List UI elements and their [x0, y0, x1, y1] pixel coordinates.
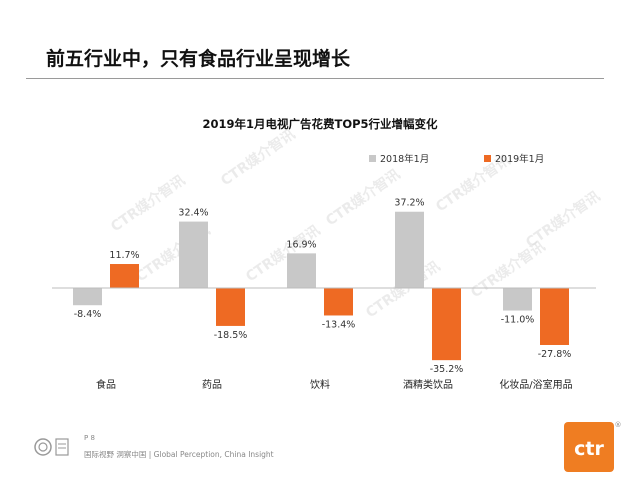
page-number: P 8	[84, 434, 95, 442]
data-label-2018-3: 37.2%	[394, 198, 424, 209]
data-label-2019-4: -27.8%	[538, 349, 572, 360]
bar-2018-3	[395, 211, 424, 288]
data-label-2018-2: 16.9%	[286, 239, 316, 250]
bar-2018-0	[73, 288, 102, 306]
category-label-1: 药品	[202, 379, 222, 391]
title-divider	[26, 78, 604, 79]
bar-2018-1	[179, 221, 208, 288]
chart-title: 2019年1月电视广告花费TOP5行业增幅变化	[202, 117, 438, 131]
bar-2018-4	[503, 288, 532, 311]
bar-2019-0	[110, 264, 139, 288]
legend-swatch-2018	[369, 155, 376, 162]
category-label-3: 酒精类饮品	[403, 378, 453, 391]
data-label-2018-1: 32.4%	[178, 208, 208, 219]
data-label-2018-4: -11.0%	[501, 315, 535, 326]
footer-tagline: 国际视野 洞察中国 | Global Perception, China Ins…	[84, 450, 274, 459]
ctr-logo-text: ctr	[574, 438, 604, 460]
data-label-2019-2: -13.4%	[322, 319, 356, 330]
category-label-2: 饮料	[310, 378, 330, 391]
watermark-text-8: CTR媒介智讯	[523, 188, 604, 252]
watermark-text-0: CTR媒介智讯	[108, 172, 189, 236]
watermark-text-1: CTR媒介智讯	[218, 126, 299, 190]
category-label-4: 化妆品/浴室用品	[499, 378, 572, 391]
bar-2019-2	[324, 288, 353, 316]
ctr-logo-background	[564, 422, 614, 472]
bar-2019-3	[432, 288, 461, 361]
ctr-logo: ctr ®	[564, 421, 622, 472]
data-label-2019-1: -18.5%	[214, 330, 248, 341]
legend-label-2019: 2019年1月	[495, 153, 544, 165]
bar-group	[73, 211, 569, 361]
slide-title: 前五行业中，只有食品行业呈现增长	[46, 48, 351, 70]
legend-label-2018: 2018年1月	[380, 153, 429, 165]
certification-badge-icon	[34, 438, 69, 456]
bar-2019-4	[540, 288, 569, 345]
data-label-2018-0: -8.4%	[74, 309, 102, 320]
category-label-0: 食品	[96, 378, 116, 391]
legend-swatch-2019	[484, 155, 491, 162]
label-group: -8.4% 11.7% 食品 32.4% -18.5% 药品 16.9% -13.4% 饮料 37…	[74, 198, 573, 391]
ctr-logo-registered-mark: ®	[615, 421, 622, 429]
data-label-2019-3: -35.2%	[430, 364, 464, 375]
bar-2018-2	[287, 253, 316, 288]
bar-2019-1	[216, 288, 245, 326]
watermark-text-2: CTR媒介智讯	[323, 166, 404, 230]
data-label-2019-0: 11.7%	[109, 250, 139, 261]
